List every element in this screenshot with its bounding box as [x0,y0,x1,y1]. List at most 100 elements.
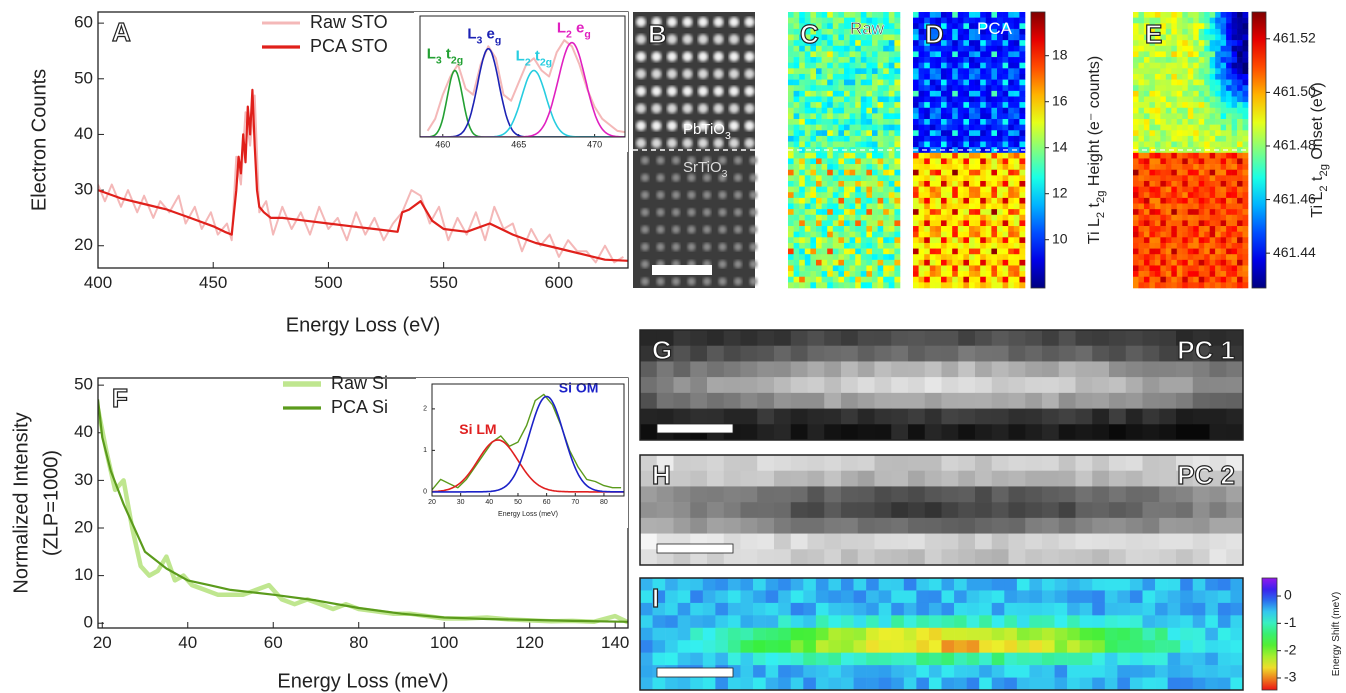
colorbar-tick-label: 0 [1284,587,1292,603]
component-label-part: L [516,47,525,64]
component-label: Si OM [559,379,599,395]
component-label: Si LM [459,421,496,437]
x-tick-label: 600 [545,273,573,292]
image-annotation-part: PC 1 [1177,335,1235,365]
panel-label: B [648,19,667,49]
y-tick-label: 30 [74,470,93,489]
panel-label: C [800,19,819,49]
x-tick-label: 20 [428,499,436,506]
y-axis-label: Electron Counts [28,69,50,211]
colorbar-tick-label: 18 [1052,46,1068,62]
y-tick-label: 50 [74,68,93,87]
image-annotation-part: PbTiO [683,121,725,138]
panel-label: I [652,583,659,613]
colorbar-tick-label: -2 [1284,641,1297,657]
x-axis-label: Energy Loss (meV) [277,670,448,692]
x-axis-label: Energy Loss (eV) [286,314,441,336]
x-tick-label: 100 [430,633,458,652]
colorbar-label-part: Ti L [1309,192,1326,218]
component-label-part: Si OM [559,379,599,395]
x-tick-label: 70 [571,499,579,506]
colorbar-tick-label: -1 [1284,614,1297,630]
x-tick-label: 120 [516,633,544,652]
component-label-part: e [482,26,495,43]
colorbar-tick-label: 461.52 [1273,29,1316,45]
x-tick-label: 460 [435,139,450,149]
colorbar-label-part: 2g [1318,164,1330,176]
y-tick-label: 30 [74,180,93,199]
legend-label: Raw Si [331,373,388,393]
x-tick-label: 550 [429,273,457,292]
y-tick-label: 2 [423,406,427,413]
image-annotation-part: 3 [725,130,731,142]
y-tick-label: 0 [423,489,427,496]
component-label-part: g [584,28,590,40]
panel-label: H [652,460,671,490]
colorbar-gradient [1252,12,1266,288]
y-tick-label: 20 [74,235,93,254]
colorbar-tick-label: 461.44 [1273,244,1316,260]
x-tick-label: 500 [314,273,342,292]
panel-label: F [112,383,128,413]
x-tick-label: 40 [485,499,493,506]
y-tick-label: 50 [74,375,93,394]
image-annotation-part: 3 [722,168,728,180]
x-tick-label: 140 [601,633,629,652]
colorbar-tick-label: 12 [1052,184,1068,200]
colorbar-gradient [1262,578,1277,690]
component-label-part: 2g [451,54,463,66]
x-tick-label: 450 [199,273,227,292]
image-annotation-part: PCA [977,19,1013,38]
legend-label: PCA STO [310,36,388,56]
component-label-part: g [495,34,501,46]
x-axis-label: Energy Loss (meV) [498,511,558,518]
y-tick-label: 1 [423,447,427,454]
y-tick-label: 0 [84,613,93,632]
x-tick-label: 50 [514,499,522,506]
y-tick-label: 40 [74,422,93,441]
legend-label: PCA Si [331,397,388,417]
colorbar-label-part: Energy Shift (meV) [1331,592,1342,676]
scale-bar [657,668,733,677]
component-label-part: Si LM [459,421,496,437]
scale-bar [657,424,733,433]
component-label-part: L [557,20,566,37]
image-annotation-part: Raw [850,19,885,38]
line-chart: 460465470L3 t2gL3 egL2 t2gL2 eg [414,12,628,152]
x-tick-label: 400 [84,273,112,292]
colorbar-label-part: Ti L [1086,218,1103,244]
component-label-part: e [572,20,585,37]
haadf-image [633,12,758,288]
image-annotation-part: PC 2 [1177,460,1235,490]
image-annotation: PC 1 [1177,335,1235,365]
x-tick-label: 20 [93,633,112,652]
colorbar-gradient [1031,12,1045,288]
colorbar-tick-label: 10 [1052,230,1068,246]
component-label-part: 2g [540,56,552,68]
scale-bar [657,544,733,553]
x-tick-label: 40 [178,633,197,652]
colorbar-tick-label: 16 [1052,92,1068,108]
image-annotation: PCA [977,19,1013,38]
colorbar-label-part: Height (e⁻ counts) [1086,56,1103,191]
y-axis-label: (ZLP=1000) [40,450,62,556]
image-annotation: Raw [850,19,885,38]
scale-bar [652,265,712,275]
y-tick-label: 40 [74,124,93,143]
colorbar-tick-label: -3 [1284,669,1297,685]
image-annotation: PC 2 [1177,460,1235,490]
y-axis-label: Normalized Intensity [10,412,32,593]
component-label-part: t [442,45,451,62]
panel-label: D [925,19,944,49]
x-tick-label: 470 [587,139,602,149]
panel-label: G [652,335,672,365]
component-label-part: L [467,26,476,43]
y-tick-label: 20 [74,517,93,536]
line-chart: 20304050607080012Si LMSi OMEnergy Loss (… [416,378,628,528]
panel-label: A [112,17,131,47]
component-label-part: t [531,47,540,64]
colorbar-label-part: Onset (eV) [1309,82,1326,164]
x-tick-label: 60 [543,499,551,506]
x-tick-label: 80 [600,499,608,506]
